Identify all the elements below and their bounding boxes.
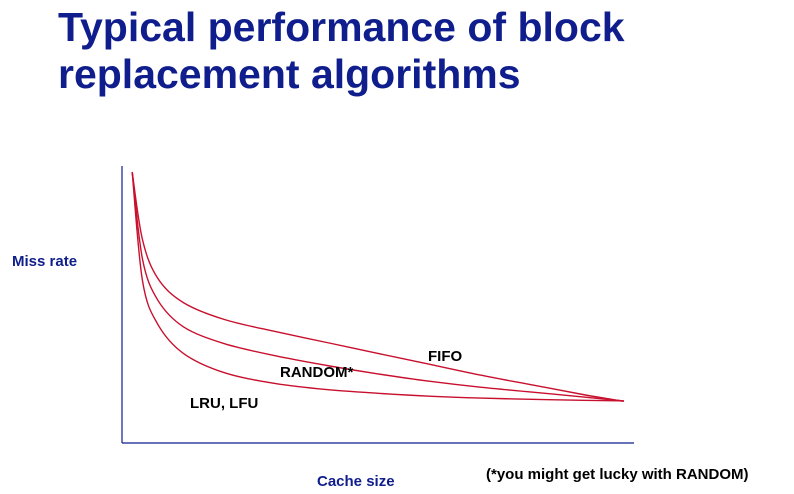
curve-label-3: LRU, LFU bbox=[190, 395, 258, 412]
title-line-2: replacement algorithms bbox=[58, 51, 521, 97]
curve-random bbox=[131, 171, 625, 402]
title-line-1: Typical performance of block bbox=[58, 4, 625, 50]
x-axis-label: Cache size bbox=[317, 473, 395, 490]
curve-label-1: FIFO bbox=[428, 348, 462, 365]
curve-fifo bbox=[131, 171, 625, 402]
curves-group bbox=[131, 171, 625, 402]
page-title: Typical performance of block replacement… bbox=[58, 4, 625, 98]
y-axis-label: Miss rate bbox=[12, 253, 78, 270]
curve-label-2: RANDOM* bbox=[280, 364, 353, 381]
footnote: (*you might get lucky with RANDOM) bbox=[486, 466, 749, 483]
curve-lru-lfu bbox=[131, 171, 625, 402]
curve-labels-group: FIFO RANDOM* LRU, LFU bbox=[190, 348, 462, 412]
